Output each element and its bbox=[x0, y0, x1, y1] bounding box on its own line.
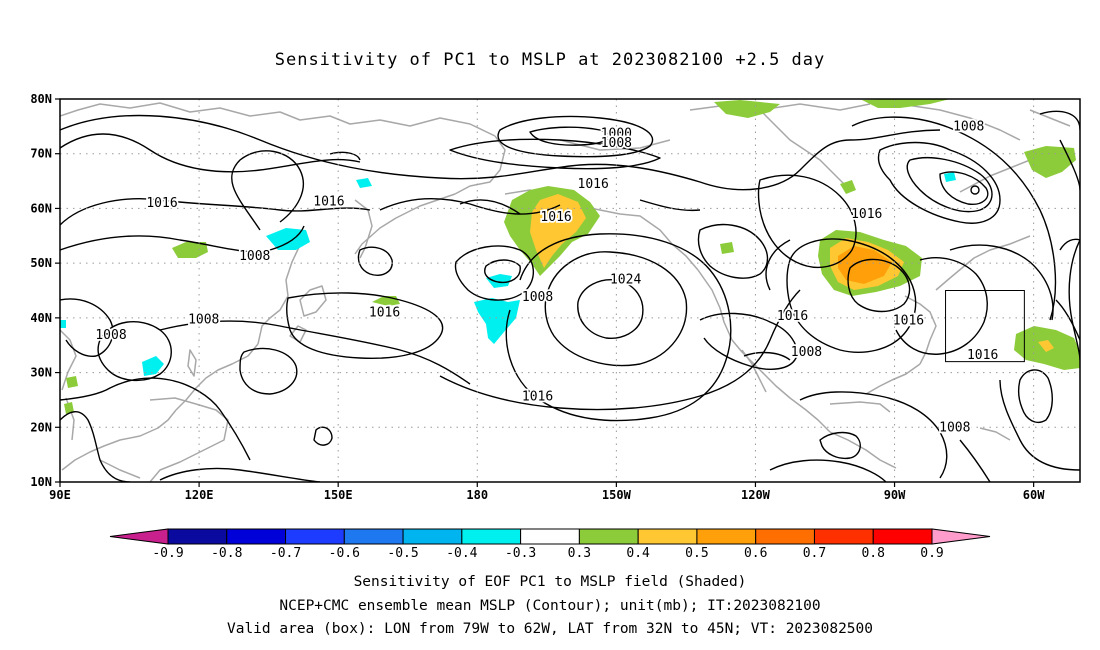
colorbar-label: 0.9 bbox=[920, 546, 943, 561]
shade-negative-siberia bbox=[356, 178, 372, 188]
contour-label: 1008 bbox=[601, 136, 632, 151]
colorbar-label: -0.6 bbox=[329, 546, 360, 561]
colorbar-swatch bbox=[167, 528, 228, 545]
colorbar-swatch bbox=[637, 528, 698, 545]
lon-tick-label: 120W bbox=[741, 488, 771, 502]
lon-tick-label: 90E bbox=[49, 488, 71, 502]
colorbar-swatch bbox=[520, 528, 580, 545]
shade-darkorange-north-atlantic bbox=[838, 246, 892, 284]
contour-label: 1016 bbox=[540, 210, 571, 225]
chart-title: Sensitivity of PC1 to MSLP at 2023082100… bbox=[274, 50, 826, 70]
shade-positive-alaska bbox=[840, 180, 856, 194]
shade-negative-greenland bbox=[944, 172, 956, 182]
lat-tick-label: 40N bbox=[30, 311, 52, 325]
contour-label: 1016 bbox=[851, 207, 882, 222]
contour-label: 1024 bbox=[610, 273, 641, 288]
colorbar-high-end bbox=[931, 528, 991, 545]
colorbar-swatch bbox=[813, 528, 874, 545]
contour-label: 1008 bbox=[95, 328, 126, 343]
shade-positive-asia-3 bbox=[64, 402, 74, 414]
colorbar-label: -0.4 bbox=[446, 546, 477, 561]
lon-tick-label: 150W bbox=[602, 488, 632, 502]
colorbar-label: -0.9 bbox=[152, 546, 183, 561]
coastlines bbox=[60, 102, 1071, 482]
lat-tick-label: 10N bbox=[30, 475, 52, 489]
shade-positive-north-top bbox=[714, 100, 780, 118]
contour-label: 1016 bbox=[777, 309, 808, 324]
map-frame bbox=[59, 98, 1081, 483]
lon-tick-label: 180 bbox=[466, 488, 488, 502]
shade-negative-small-1 bbox=[486, 274, 512, 288]
lat-tick-label: 60N bbox=[30, 201, 52, 215]
colorbar-label: 0.4 bbox=[626, 546, 650, 561]
shade-positive-west-us bbox=[720, 242, 734, 254]
colorbar-swatch bbox=[285, 528, 345, 545]
contour-label: 1008 bbox=[939, 420, 970, 435]
colorbar-low-end bbox=[109, 528, 169, 545]
colorbar-label: 0.3 bbox=[568, 546, 591, 561]
shade-negative-south-china bbox=[142, 356, 164, 376]
contour-label: 1016 bbox=[522, 390, 553, 405]
caption-line-1: Sensitivity of EOF PC1 to MSLP field (Sh… bbox=[353, 574, 747, 590]
shade-negative-west bbox=[60, 320, 66, 328]
contour-label: 1008 bbox=[522, 290, 553, 305]
lat-tick-label: 80N bbox=[30, 92, 52, 106]
contour-label: 1008 bbox=[953, 119, 984, 134]
contour-label: 1008 bbox=[239, 249, 270, 264]
colorbar-swatch bbox=[226, 528, 287, 545]
mslp-contours bbox=[60, 110, 1080, 482]
colorbar-label: 0.7 bbox=[803, 546, 826, 561]
colorbar-label: -0.5 bbox=[387, 546, 418, 561]
shade-positive-asia-2 bbox=[66, 376, 78, 388]
lat-tick-label: 30N bbox=[30, 366, 52, 380]
colorbar-swatch bbox=[578, 528, 639, 545]
lon-tick-label: 90W bbox=[884, 488, 906, 502]
contour-label: 1016 bbox=[893, 314, 924, 329]
colorbar-swatch bbox=[461, 528, 522, 545]
colorbar-swatch bbox=[872, 528, 933, 545]
contour-label: 1016 bbox=[578, 177, 609, 192]
shade-positive-greenland-east bbox=[1024, 146, 1076, 178]
colorbar-label: -0.8 bbox=[211, 546, 242, 561]
sensitivity-shading bbox=[60, 99, 1080, 414]
contour-label: 1016 bbox=[967, 348, 998, 363]
contour-label: 1016 bbox=[313, 194, 344, 209]
shade-positive-asia-1 bbox=[172, 242, 208, 258]
contour-label: 1016 bbox=[369, 305, 400, 320]
contour-label: 1000 bbox=[601, 126, 632, 141]
colorbar-label: 0.5 bbox=[685, 546, 708, 561]
shade-negative-japan bbox=[266, 228, 310, 250]
lon-tick-label: 120E bbox=[185, 488, 214, 502]
colorbar-swatch bbox=[402, 528, 463, 545]
colorbar-label: -0.7 bbox=[270, 546, 301, 561]
colorbar-label: 0.8 bbox=[861, 546, 884, 561]
grid-lines bbox=[60, 99, 1080, 482]
lon-tick-label: 60W bbox=[1023, 488, 1045, 502]
colorbar-swatch bbox=[755, 528, 815, 545]
colorbar-swatch bbox=[343, 528, 404, 545]
lon-tick-label: 150E bbox=[324, 488, 353, 502]
lat-tick-label: 50N bbox=[30, 256, 52, 270]
colorbar-swatch bbox=[696, 528, 757, 545]
caption-line-2: NCEP+CMC ensemble mean MSLP (Contour); u… bbox=[279, 598, 821, 614]
colorbar-label: -0.3 bbox=[505, 546, 536, 561]
contour-label: 1008 bbox=[188, 312, 219, 327]
contour-label: 1016 bbox=[146, 196, 177, 211]
valid-area-box bbox=[945, 290, 1025, 363]
lat-tick-label: 70N bbox=[30, 147, 52, 161]
shade-positive-arctic bbox=[862, 99, 950, 108]
shade-orange-mid-atlantic bbox=[1038, 340, 1054, 352]
contour-label: 1008 bbox=[791, 345, 822, 360]
colorbar: -0.9 -0.8 -0.7 -0.6 -0.5 -0.4 -0.3 0.3 0.4 0.5 0.6… bbox=[109, 528, 991, 561]
colorbar-label: 0.6 bbox=[744, 546, 767, 561]
caption-line-3: Valid area (box): LON from 79W to 62W, L… bbox=[226, 621, 873, 637]
shade-negative-central-pacific bbox=[474, 298, 520, 344]
lat-tick-label: 20N bbox=[30, 420, 52, 434]
